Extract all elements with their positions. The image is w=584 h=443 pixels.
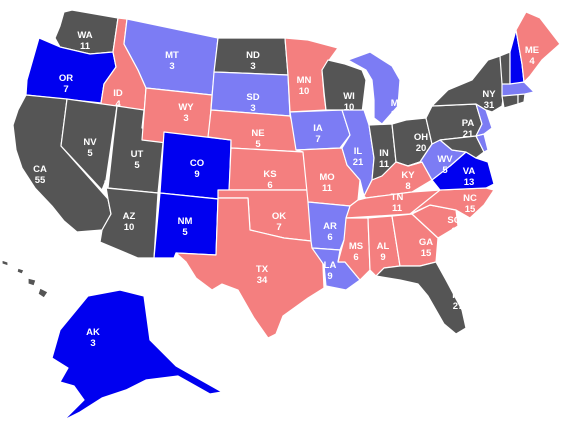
state-ev-mn: 10: [299, 86, 310, 97]
state-abbr-ga: GA: [419, 237, 433, 248]
state-abbr-ky: KY: [401, 170, 415, 181]
state-ev-co: 9: [194, 169, 199, 180]
state-ev-fl: 27: [453, 301, 464, 312]
state-ev-la: 9: [327, 271, 332, 282]
state-ev-mo: 11: [322, 183, 333, 194]
state-abbr-wa: WA: [77, 30, 92, 41]
state-abbr-fl: FL: [452, 290, 464, 301]
state-ev-ut: 5: [134, 160, 140, 171]
state-abbr-nm: NM: [178, 216, 193, 227]
state-abbr-id: ID: [113, 88, 123, 99]
state-ev-sd: 3: [250, 103, 255, 114]
state-abbr-wy: WY: [178, 102, 194, 113]
state-abbr-oh: OH: [414, 132, 428, 143]
state-abbr-al: AL: [377, 241, 390, 252]
state-ev-id: 4: [115, 99, 121, 110]
state-ev-oh: 20: [416, 143, 427, 154]
state-ak: [51, 289, 223, 421]
state-abbr-me: ME: [525, 45, 539, 56]
state-abbr-ok: OK: [272, 211, 286, 222]
state-abbr-sd: SD: [246, 92, 259, 103]
state-abbr-ks: KS: [263, 169, 276, 180]
state-abbr-wi: WI: [343, 91, 355, 102]
state-abbr-in: IN: [379, 148, 389, 159]
state-hi: [1, 259, 49, 299]
state-abbr-mo: MO: [319, 172, 334, 183]
state-ev-ks: 6: [267, 180, 272, 191]
state-me: [515, 11, 561, 83]
state-ev-mi: 17: [391, 109, 402, 120]
state-abbr-mt: MT: [165, 50, 179, 61]
state-abbr-pa: PA: [462, 118, 475, 129]
state-fl: [375, 261, 467, 335]
state-ev-wi: 10: [344, 102, 355, 113]
state-abbr-ms: MS: [349, 241, 363, 252]
state-ev-wa: 11: [80, 41, 91, 52]
state-nv: [60, 98, 118, 191]
state-abbr-ak: AK: [86, 327, 100, 338]
state-az: [99, 180, 159, 259]
state-ev-ne: 5: [255, 139, 261, 150]
state-ev-ak: 3: [90, 338, 95, 349]
state-abbr-va: VA: [463, 166, 476, 177]
state-ev-tn: 11: [392, 203, 403, 214]
state-abbr-or: OR: [59, 73, 73, 84]
state-ev-ga: 15: [421, 248, 432, 259]
state-abbr-mi: MI: [391, 98, 402, 109]
state-ev-sc: 8: [451, 226, 456, 237]
state-ev-ca: 55: [35, 175, 46, 186]
state-abbr-az: AZ: [123, 211, 136, 222]
state-abbr-ca: CA: [33, 164, 47, 175]
state-tx: [175, 197, 325, 339]
state-ev-in: 11: [379, 159, 390, 170]
state-abbr-sc: SC: [447, 215, 460, 226]
state-ev-me: 4: [529, 56, 535, 67]
state-abbr-la: LA: [324, 260, 337, 271]
state-ev-pa: 21: [463, 129, 474, 140]
state-ev-tx: 34: [257, 275, 268, 286]
state-ev-ky: 8: [405, 181, 410, 192]
state-ev-ms: 6: [353, 252, 358, 263]
state-abbr-nv: NV: [83, 137, 97, 148]
state-abbr-nc: NC: [463, 193, 477, 204]
state-abbr-ar: AR: [323, 221, 337, 232]
state-ev-il: 21: [353, 157, 364, 168]
state-abbr-il: IL: [354, 146, 363, 157]
state-ev-va: 13: [464, 177, 475, 188]
state-ev-ia: 7: [315, 134, 320, 145]
state-abbr-tn: TN: [391, 192, 404, 203]
state-abbr-wv: WV: [437, 154, 453, 165]
state-ev-wy: 3: [183, 113, 188, 124]
state-ev-al: 9: [380, 252, 385, 263]
state-abbr-ny: NY: [482, 89, 496, 100]
state-abbr-ut: UT: [131, 149, 144, 160]
state-abbr-tx: TX: [256, 264, 269, 275]
state-ev-ny: 31: [484, 100, 495, 111]
state-ev-nm: 5: [182, 227, 188, 238]
state-abbr-ia: IA: [313, 123, 323, 134]
state-abbr-mn: MN: [297, 75, 312, 86]
state-ev-nd: 3: [250, 61, 255, 72]
state-vt: [499, 51, 511, 85]
state-ri: [517, 93, 526, 105]
state-ev-wv: 5: [442, 165, 448, 176]
state-ev-ok: 7: [276, 222, 281, 233]
state-abbr-ne: NE: [251, 128, 264, 139]
state-abbr-co: CO: [190, 158, 204, 169]
state-ev-ar: 6: [327, 232, 332, 243]
state-abbr-nd: ND: [246, 50, 260, 61]
state-ev-az: 10: [124, 222, 135, 233]
state-ev-or: 7: [63, 84, 68, 95]
state-ev-mt: 3: [169, 61, 174, 72]
state-ev-nc: 15: [465, 204, 476, 215]
state-ev-nv: 5: [87, 148, 93, 159]
